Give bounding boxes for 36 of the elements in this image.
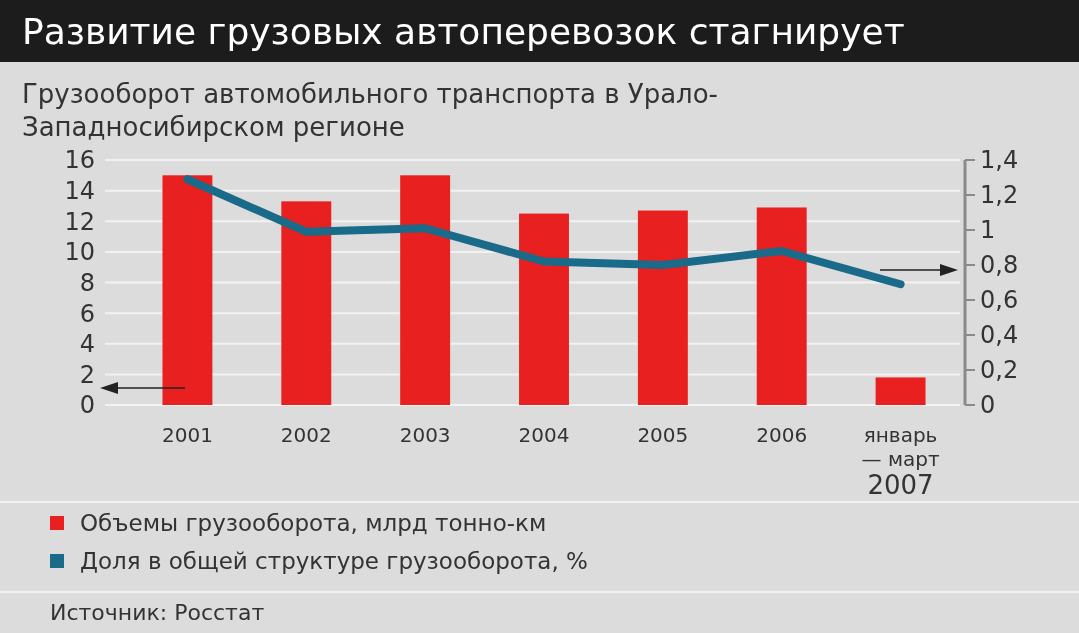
x-tick-label: 2006 bbox=[756, 423, 808, 447]
y2-tick-label: 1,4 bbox=[980, 146, 1019, 175]
y-tick-label: 12 bbox=[64, 207, 95, 236]
y-tick-label: 6 bbox=[79, 299, 95, 328]
y2-tick-label: 0,6 bbox=[980, 286, 1019, 315]
y-tick-label: 14 bbox=[64, 177, 95, 206]
y2-tick-label: 1,2 bbox=[980, 181, 1019, 210]
x-tick-label: 2001 bbox=[161, 423, 213, 447]
chart-title: Развитие грузовых автоперевозок стагнирует bbox=[22, 11, 905, 52]
legend-label: Объемы грузооборота, млрд тонно-км bbox=[80, 510, 547, 537]
y2-tick-label: 1 bbox=[980, 216, 996, 245]
bar bbox=[519, 213, 569, 405]
text: Источник: Росстат bbox=[50, 600, 265, 625]
y-tick-label: 16 bbox=[64, 146, 95, 175]
bar bbox=[400, 175, 451, 405]
y2-tick-label: 0 bbox=[980, 391, 996, 420]
y-tick-label: 2 bbox=[79, 360, 95, 389]
y2-tick-label: 0,2 bbox=[980, 356, 1019, 385]
y2-tick-label: 0,8 bbox=[980, 251, 1019, 280]
x-tick-label: 2003 bbox=[399, 423, 451, 447]
chart-subtitle: Грузооборот автомобильного транспорта в Урало-Западносибирском регионе bbox=[22, 79, 718, 142]
bar bbox=[875, 377, 926, 405]
bar bbox=[281, 201, 332, 405]
x-tick-label: январь — март 2007 bbox=[861, 423, 940, 500]
x-tick-label: 2004 bbox=[518, 423, 570, 447]
y2-tick-label: 0,4 bbox=[980, 321, 1019, 350]
y-tick-label: 8 bbox=[79, 268, 95, 297]
bar bbox=[756, 207, 807, 405]
bar bbox=[637, 210, 688, 405]
x-tick-label: 2005 bbox=[637, 423, 689, 447]
bar bbox=[162, 175, 213, 405]
y-tick-label: 10 bbox=[64, 238, 95, 267]
legend-label: Доля в общей структуре грузооборота, % bbox=[80, 548, 588, 575]
y-tick-label: 4 bbox=[79, 330, 95, 359]
x-tick-label: 2002 bbox=[280, 423, 332, 447]
y-tick-label: 0 bbox=[79, 391, 95, 420]
